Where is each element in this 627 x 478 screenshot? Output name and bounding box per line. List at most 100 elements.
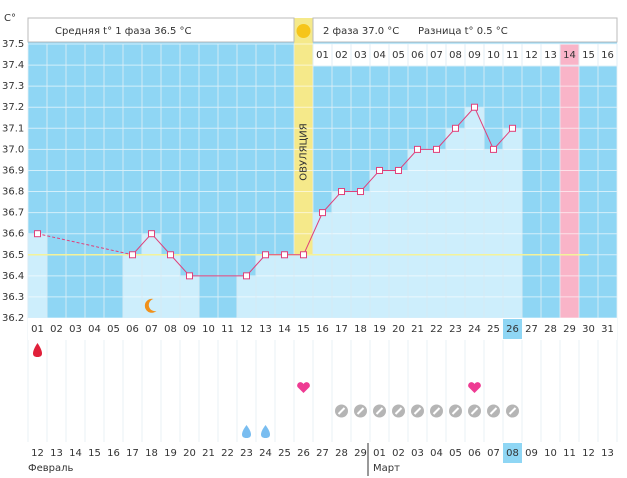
x-tick-label: 23 [449,324,462,335]
x-tick-label: 17 [335,324,348,335]
x-tick-label: 27 [525,324,538,335]
date-label: 16 [107,448,120,459]
date-label: 02 [392,448,405,459]
temperature-point [414,145,421,153]
temperature-connector [37,233,133,256]
x-tick-label: 10 [202,324,215,335]
x-tick-label: 19 [373,324,386,335]
date-label: 12 [582,448,595,459]
date-label: 05 [449,448,462,459]
phase2-day-label: 11 [506,50,519,61]
phase2-day-label: 01 [316,50,329,61]
date-label: 14 [69,448,82,459]
date-label: 21 [202,448,215,459]
y-tick-label: 37.1 [2,123,24,134]
date-label: 27 [316,448,329,459]
date-label: 07 [487,448,500,459]
pill-slash [470,407,479,415]
temperature-point [433,145,440,153]
date-label: 25 [278,448,291,459]
y-tick-label: 37.0 [2,144,24,155]
temperature-point [129,251,136,259]
temperature-point [338,188,345,196]
pill-slash [375,407,384,415]
y-tick-label: 36.8 [2,187,24,198]
temperature-point [262,251,269,259]
temperature-point [357,188,364,196]
mucus-drop [261,425,270,438]
phase2-day-label: 16 [601,50,614,61]
temperature-bar [122,254,143,319]
phase2-day-label: 14 [563,50,576,61]
y-tick-label: 36.3 [2,292,24,303]
y-tick-label: 36.5 [2,250,24,261]
x-tick-label: 06 [126,324,139,335]
x-tick-label: 25 [487,324,500,335]
date-label: 03 [411,448,424,459]
temperature-connector [246,254,266,277]
x-tick-label: 14 [278,324,291,335]
temperature-connector [303,212,323,255]
x-tick-label: 20 [392,324,405,335]
y-tick-label: 37.4 [2,60,24,71]
pill-slash [489,407,498,415]
temperature-bar [274,254,295,319]
temperature-point [452,124,459,132]
date-label: 08 [506,448,519,459]
phase2-day-label: 06 [411,50,424,61]
temperature-point [300,251,307,259]
temperature-connector [322,191,342,213]
temperature-bar [445,127,466,319]
temperature-point [376,166,383,174]
ovulation-label: ОВУЛЯЦИЯ [299,123,310,181]
temperature-point [471,103,478,111]
x-tick-label: 18 [354,324,367,335]
temperature-bar [293,254,314,319]
temperature-bar [160,254,181,319]
date-label: 29 [354,448,367,459]
pill-slash [451,407,460,415]
date-label: 10 [544,448,557,459]
phase2-day-label: 08 [449,50,462,61]
pill-slash [337,407,346,415]
pill-slash [432,407,441,415]
y-tick-label: 36.9 [2,165,24,176]
date-label: 23 [240,448,253,459]
date-label: 20 [183,448,196,459]
temperature-point [186,272,193,280]
date-label: 06 [468,448,481,459]
temperature-connector [436,127,456,150]
temperature-connector [493,127,513,150]
x-tick-label: 04 [88,324,101,335]
x-tick-label: 05 [107,324,120,335]
date-label: 22 [221,448,234,459]
intercourse-heart [297,382,310,393]
temperature-connector [170,254,190,277]
y-tick-label: 36.7 [2,208,24,219]
x-tick-label: 29 [563,324,576,335]
x-tick-label: 12 [240,324,253,335]
x-tick-label: 28 [544,324,557,335]
pill-slash [508,407,517,415]
x-tick-label: 01 [31,324,44,335]
temperature-connector [132,233,152,256]
temperature-bar [388,169,409,319]
phase2-day-label: 07 [430,50,443,61]
y-tick-label: 37.5 [2,39,24,50]
phase2-day-label: 10 [487,50,500,61]
today-date-cell [503,443,522,463]
month-label: Февраль [28,463,74,474]
header-right [312,17,618,43]
phase2-day-label: 15 [582,50,595,61]
x-tick-label: 08 [164,324,177,335]
moon-icon [144,298,157,313]
phase1-text: Средняя t° 1 фаза 36.5 °C [55,26,192,37]
date-label: 01 [373,448,386,459]
temperature-connector [474,107,494,150]
date-label: 24 [259,448,272,459]
phase2-text: 2 фаза 37.0 °C [323,26,399,37]
x-tick-label: 22 [430,324,443,335]
pill-slash [356,407,365,415]
pill-slash [394,407,403,415]
phase2-day-label: 13 [544,50,557,61]
